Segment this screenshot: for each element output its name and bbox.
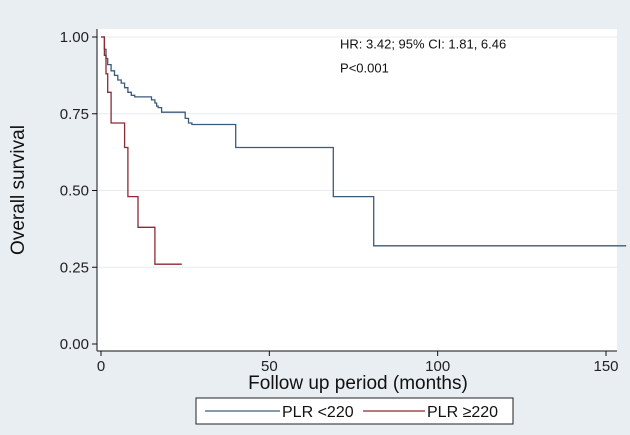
x-tick-label-3: 150 [593,358,618,375]
y-tick-label-4: 1.00 [60,29,89,46]
ticks: 0.00 0.25 0.50 0.75 1.00 0 50 100 150 [60,29,619,375]
legend-label-plr-high: PLR ≥220 [427,404,498,421]
y-tick-label-1: 0.25 [60,259,89,276]
y-tick-label-0: 0.00 [60,336,89,353]
x-tick-label-0: 0 [97,358,105,375]
series-layer [101,36,627,265]
legend: PLR <220 PLR ≥220 [195,397,514,425]
y-tick-label-3: 0.75 [60,106,89,123]
hr-annotation: HR: 3.42; 95% CI: 1.81, 6.46 [340,37,506,52]
series-line-1 [101,36,182,265]
y-axis-title: Overall survival [8,125,29,255]
gridlines [97,36,617,268]
legend-label-plr-low: PLR <220 [282,404,354,421]
x-tick-label-1: 50 [261,358,278,375]
x-tick-label-2: 100 [425,358,450,375]
y-tick-label-2: 0.50 [60,183,89,200]
x-axis-title: Follow up period (months) [248,373,468,394]
series-line-0 [101,36,627,247]
p-value-annotation: P<0.001 [340,60,389,75]
